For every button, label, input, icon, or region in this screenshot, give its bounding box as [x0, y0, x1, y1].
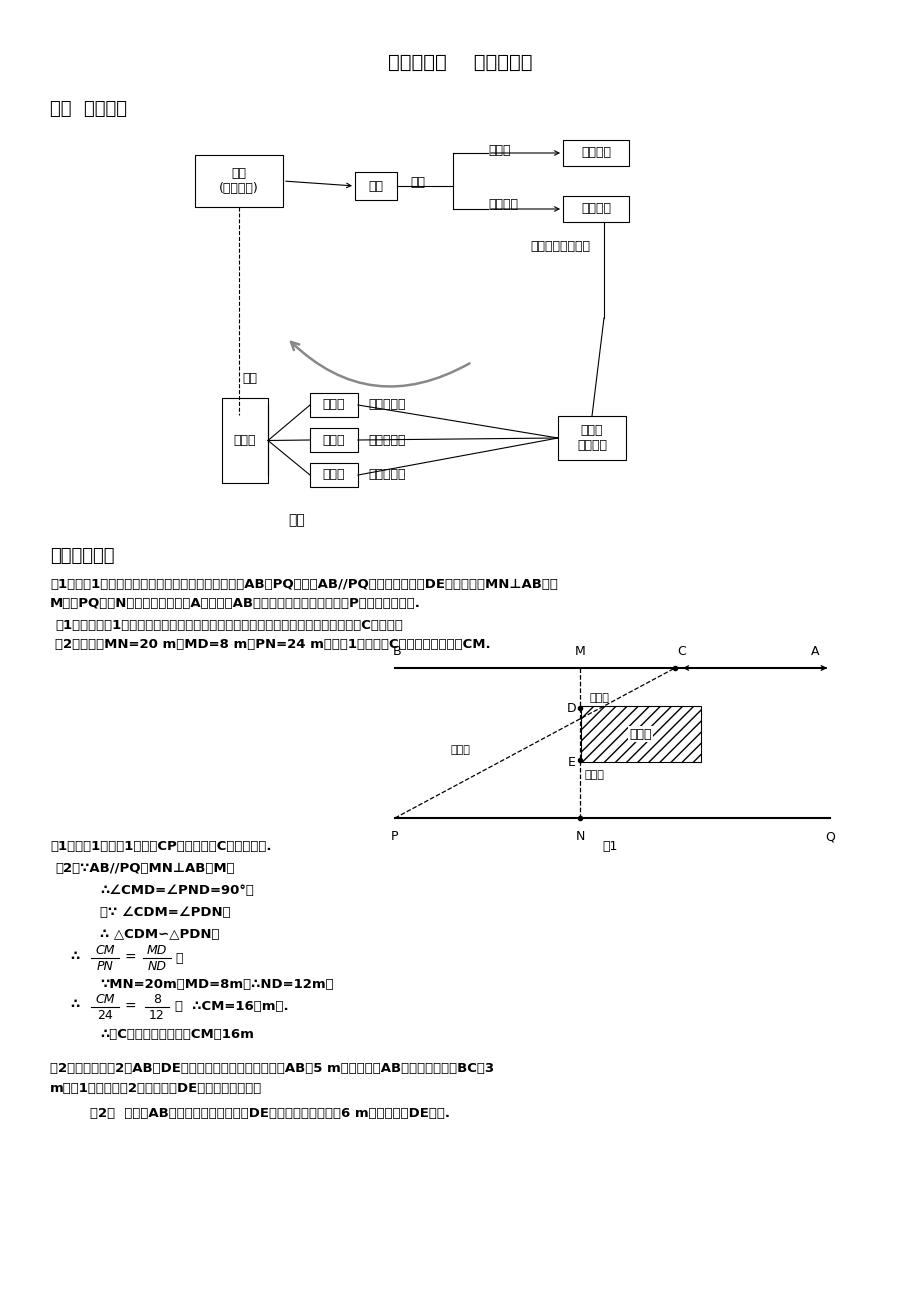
- Text: 投影: 投影: [369, 180, 383, 193]
- Text: C: C: [676, 644, 685, 658]
- Text: 由前向下看: 由前向下看: [368, 434, 405, 447]
- Text: M，交PQ于点N．小亮从胜利街的A处，沿着AB方向前进，小明一直站在点P的位置等候小亮.: M，交PQ于点N．小亮从胜利街的A处，沿着AB方向前进，小明一直站在点P的位置等…: [50, 598, 420, 611]
- Text: 24: 24: [97, 1009, 113, 1022]
- Text: ∴∠CMD=∠PND=90°．: ∴∠CMD=∠PND=90°．: [100, 884, 254, 897]
- Text: CM: CM: [96, 993, 115, 1006]
- Text: M: M: [574, 644, 584, 658]
- Text: ∴点C到胜利街口的距离CM为16m: ∴点C到胜利街口的距离CM为16m: [100, 1029, 254, 1042]
- Text: A: A: [810, 644, 818, 658]
- Text: P: P: [391, 829, 398, 842]
- Bar: [310, 393, 357, 417]
- Text: ∵MN=20m，MD=8m，∴ND=12m．: ∵MN=20m，MD=8m，∴ND=12m．: [100, 978, 334, 991]
- FancyArrowPatch shape: [290, 342, 469, 387]
- Text: 例2：已知：如图2，AB和DE是直立在地面上的两根立柱．AB＝5 m，某一时刻AB在阳光下的投影BC＝3: 例2：已知：如图2，AB和DE是直立在地面上的两根立柱．AB＝5 m，某一时刻A…: [50, 1062, 494, 1075]
- Text: ∴: ∴: [70, 950, 79, 963]
- Bar: [558, 417, 625, 460]
- Text: （1）请你在图1中画出小亮恰好能看见小明时的视线，以及此时小亮所在位置（用点C标出）；: （1）请你在图1中画出小亮恰好能看见小明时的视线，以及此时小亮所在位置（用点C标…: [55, 618, 403, 631]
- Text: ，  ∴CM=16（m）.: ， ∴CM=16（m）.: [175, 1000, 289, 1013]
- Bar: [581, 706, 700, 762]
- Text: B: B: [392, 644, 401, 658]
- Text: 二．: 二．: [288, 513, 304, 527]
- Text: MD: MD: [147, 944, 167, 957]
- Text: 平行投影: 平行投影: [581, 203, 610, 216]
- Text: 一．  基础知识: 一． 基础知识: [50, 100, 127, 118]
- Text: （2）已知：MN=20 m，MD=8 m，PN=24 m，求（1）中的点C到胜利街口的距离CM.: （2）已知：MN=20 m，MD=8 m，PN=24 m，求（1）中的点C到胜利…: [55, 638, 490, 651]
- Bar: [355, 172, 397, 201]
- Text: =: =: [125, 1000, 137, 1014]
- Text: 胜利街: 胜利街: [589, 693, 609, 703]
- Text: 正投影
（视图）: 正投影 （视图）: [576, 424, 607, 452]
- Bar: [221, 398, 267, 483]
- Text: 例1：如图1所示，一段街道的两边缘所在直线分别为AB，PQ，并且AB//PQ．建筑物的一端DE所在的直线MN⊥AB于点: 例1：如图1所示，一段街道的两边缘所在直线分别为AB，PQ，并且AB//PQ．建…: [50, 578, 557, 591]
- Text: CM: CM: [96, 944, 115, 957]
- Text: 主视图: 主视图: [323, 398, 345, 411]
- Text: 建筑物: 建筑物: [630, 728, 652, 741]
- Text: 光明巷: 光明巷: [584, 769, 604, 780]
- Text: 光照: 光照: [410, 176, 425, 189]
- Text: 想象: 想象: [242, 371, 256, 384]
- Text: 例1解：（1）如图1所示，CP为视线，点C为所求位置.: 例1解：（1）如图1所示，CP为视线，点C为所求位置.: [50, 840, 271, 853]
- Text: 12: 12: [149, 1009, 165, 1022]
- Text: （2）  在测量AB的投影时，同时测量出DE在阳光下的投影长为6 m，请你计算DE的长.: （2） 在测量AB的投影时，同时测量出DE在阳光下的投影长为6 m，请你计算DE…: [90, 1107, 449, 1120]
- Text: 又∵ ∠CDM=∠PDN，: 又∵ ∠CDM=∠PDN，: [100, 906, 231, 919]
- Text: 中心投影: 中心投影: [581, 147, 610, 160]
- Text: ∴ △CDM∽△PDN，: ∴ △CDM∽△PDN，: [100, 928, 220, 941]
- Text: 三视图: 三视图: [233, 434, 256, 447]
- Text: ∴: ∴: [70, 999, 79, 1010]
- Text: Q: Q: [824, 829, 834, 842]
- Text: 步行街: 步行街: [449, 745, 470, 755]
- Text: 左视图: 左视图: [323, 469, 345, 482]
- Text: 由前向右看: 由前向右看: [368, 469, 405, 482]
- Bar: [310, 464, 357, 487]
- Bar: [562, 141, 629, 165]
- Text: ．: ．: [175, 952, 182, 965]
- Text: 由前向后看: 由前向后看: [368, 398, 405, 411]
- Text: PN: PN: [96, 960, 113, 973]
- Text: 8: 8: [153, 993, 161, 1006]
- Text: （2）∵AB//PQ，MN⊥AB于M，: （2）∵AB//PQ，MN⊥AB于M，: [55, 862, 234, 875]
- Text: 俯视图: 俯视图: [323, 434, 345, 447]
- Bar: [310, 428, 357, 452]
- Text: E: E: [568, 755, 575, 768]
- Text: =: =: [125, 950, 137, 965]
- Text: N: N: [574, 829, 584, 842]
- Text: ND: ND: [147, 960, 166, 973]
- Text: 二。经典例题: 二。经典例题: [50, 547, 114, 565]
- Text: 第二十九章    投影与视图: 第二十九章 投影与视图: [387, 52, 532, 72]
- Text: 物体
(立体图形): 物体 (立体图形): [219, 167, 258, 195]
- Text: 平行光源: 平行光源: [487, 198, 517, 211]
- Text: 点光源: 点光源: [487, 143, 510, 156]
- Text: D: D: [566, 702, 575, 715]
- Text: m．（1）请你在图2中画出此时DE在阳光下的投影；: m．（1）请你在图2中画出此时DE在阳光下的投影；: [50, 1082, 262, 1095]
- Bar: [195, 155, 283, 207]
- Bar: [562, 197, 629, 223]
- Text: 图1: 图1: [602, 840, 617, 853]
- Text: 光线垂直于投影面: 光线垂直于投影面: [529, 241, 589, 254]
